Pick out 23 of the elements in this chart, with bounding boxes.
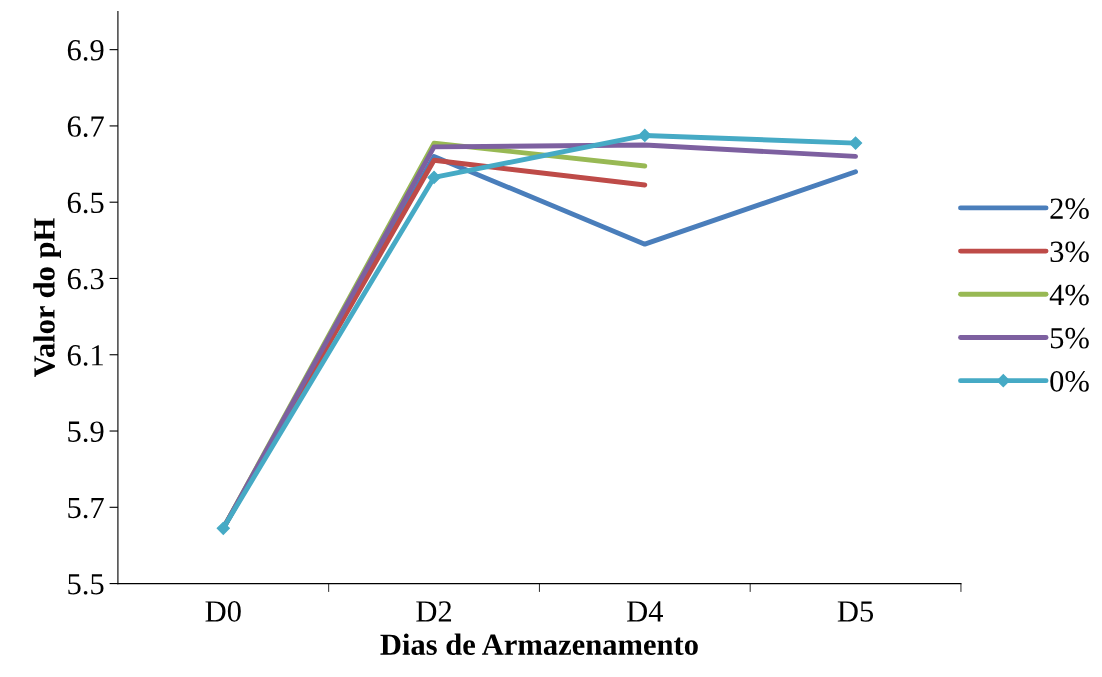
y-tick-label: 6.5	[67, 192, 104, 214]
point	[638, 128, 652, 143]
y-tick-label: 6.1	[67, 345, 103, 366]
point	[427, 170, 441, 184]
y-tick-label: 6.3	[67, 268, 104, 290]
x-tick-label: D0	[205, 601, 241, 622]
y-tick-label: 5.7	[68, 497, 104, 519]
x-tick-label: D4	[627, 601, 663, 622]
point	[848, 136, 863, 150]
y-tick-label: 5.5	[68, 574, 104, 595]
y-tick-label: 6.7	[67, 116, 104, 137]
point	[216, 521, 230, 535]
legend-label: 0%	[1050, 371, 1089, 392]
x-tick-label: D2	[416, 601, 452, 622]
y-tick-label: 6.9	[67, 40, 104, 61]
legend-label: 3%	[1050, 241, 1089, 263]
y-tick-label: 5.9	[68, 421, 104, 443]
x-tick-label: D5	[837, 601, 874, 622]
legend-label: 2%	[1050, 198, 1089, 220]
x-axis-title: Dias de Armazenamento	[380, 633, 698, 656]
y-axis-title: Valor do pH	[33, 218, 61, 378]
legend-label: 5%	[1050, 327, 1089, 349]
legend-label: 4%	[1049, 284, 1089, 306]
